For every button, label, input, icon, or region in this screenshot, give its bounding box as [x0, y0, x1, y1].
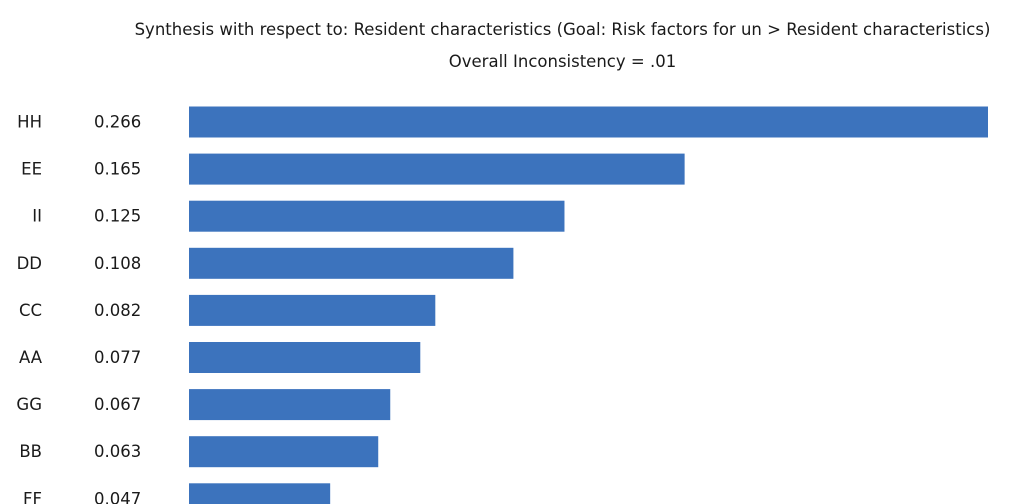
bar-bb — [189, 436, 379, 468]
chart-subtitle: Overall Inconsistency = .01 — [448, 52, 677, 71]
category-label-ff: FF — [23, 489, 42, 504]
value-label-ff: 0.047 — [94, 489, 141, 504]
bar-cc — [189, 294, 436, 326]
category-label-hh: HH — [17, 113, 42, 132]
bar-dd — [189, 247, 514, 279]
value-label-gg: 0.067 — [94, 395, 141, 414]
bar-ii — [189, 200, 565, 232]
bar-ff — [189, 483, 331, 504]
category-label-gg: GG — [16, 395, 42, 414]
chart-title-block: Synthesis with respect to: Resident char… — [0, 14, 1025, 78]
category-label-cc: CC — [19, 301, 42, 320]
category-label-ii: II — [32, 207, 42, 226]
value-label-cc: 0.082 — [94, 301, 141, 320]
bar-ee — [189, 153, 685, 185]
value-label-hh: 0.266 — [94, 113, 141, 132]
bar-gg — [189, 389, 391, 421]
value-label-ee: 0.165 — [94, 160, 141, 179]
value-label-aa: 0.077 — [94, 348, 141, 367]
value-label-dd: 0.108 — [94, 254, 141, 273]
category-label-bb: BB — [19, 442, 42, 461]
category-label-ee: EE — [21, 160, 42, 179]
bar-aa — [189, 342, 421, 373]
bar-hh — [189, 106, 988, 138]
value-label-ii: 0.125 — [94, 207, 141, 226]
chart-title: Synthesis with respect to: Resident char… — [134, 20, 991, 39]
value-label-bb: 0.063 — [94, 442, 141, 461]
category-label-aa: AA — [19, 348, 43, 367]
category-label-dd: DD — [17, 254, 42, 273]
